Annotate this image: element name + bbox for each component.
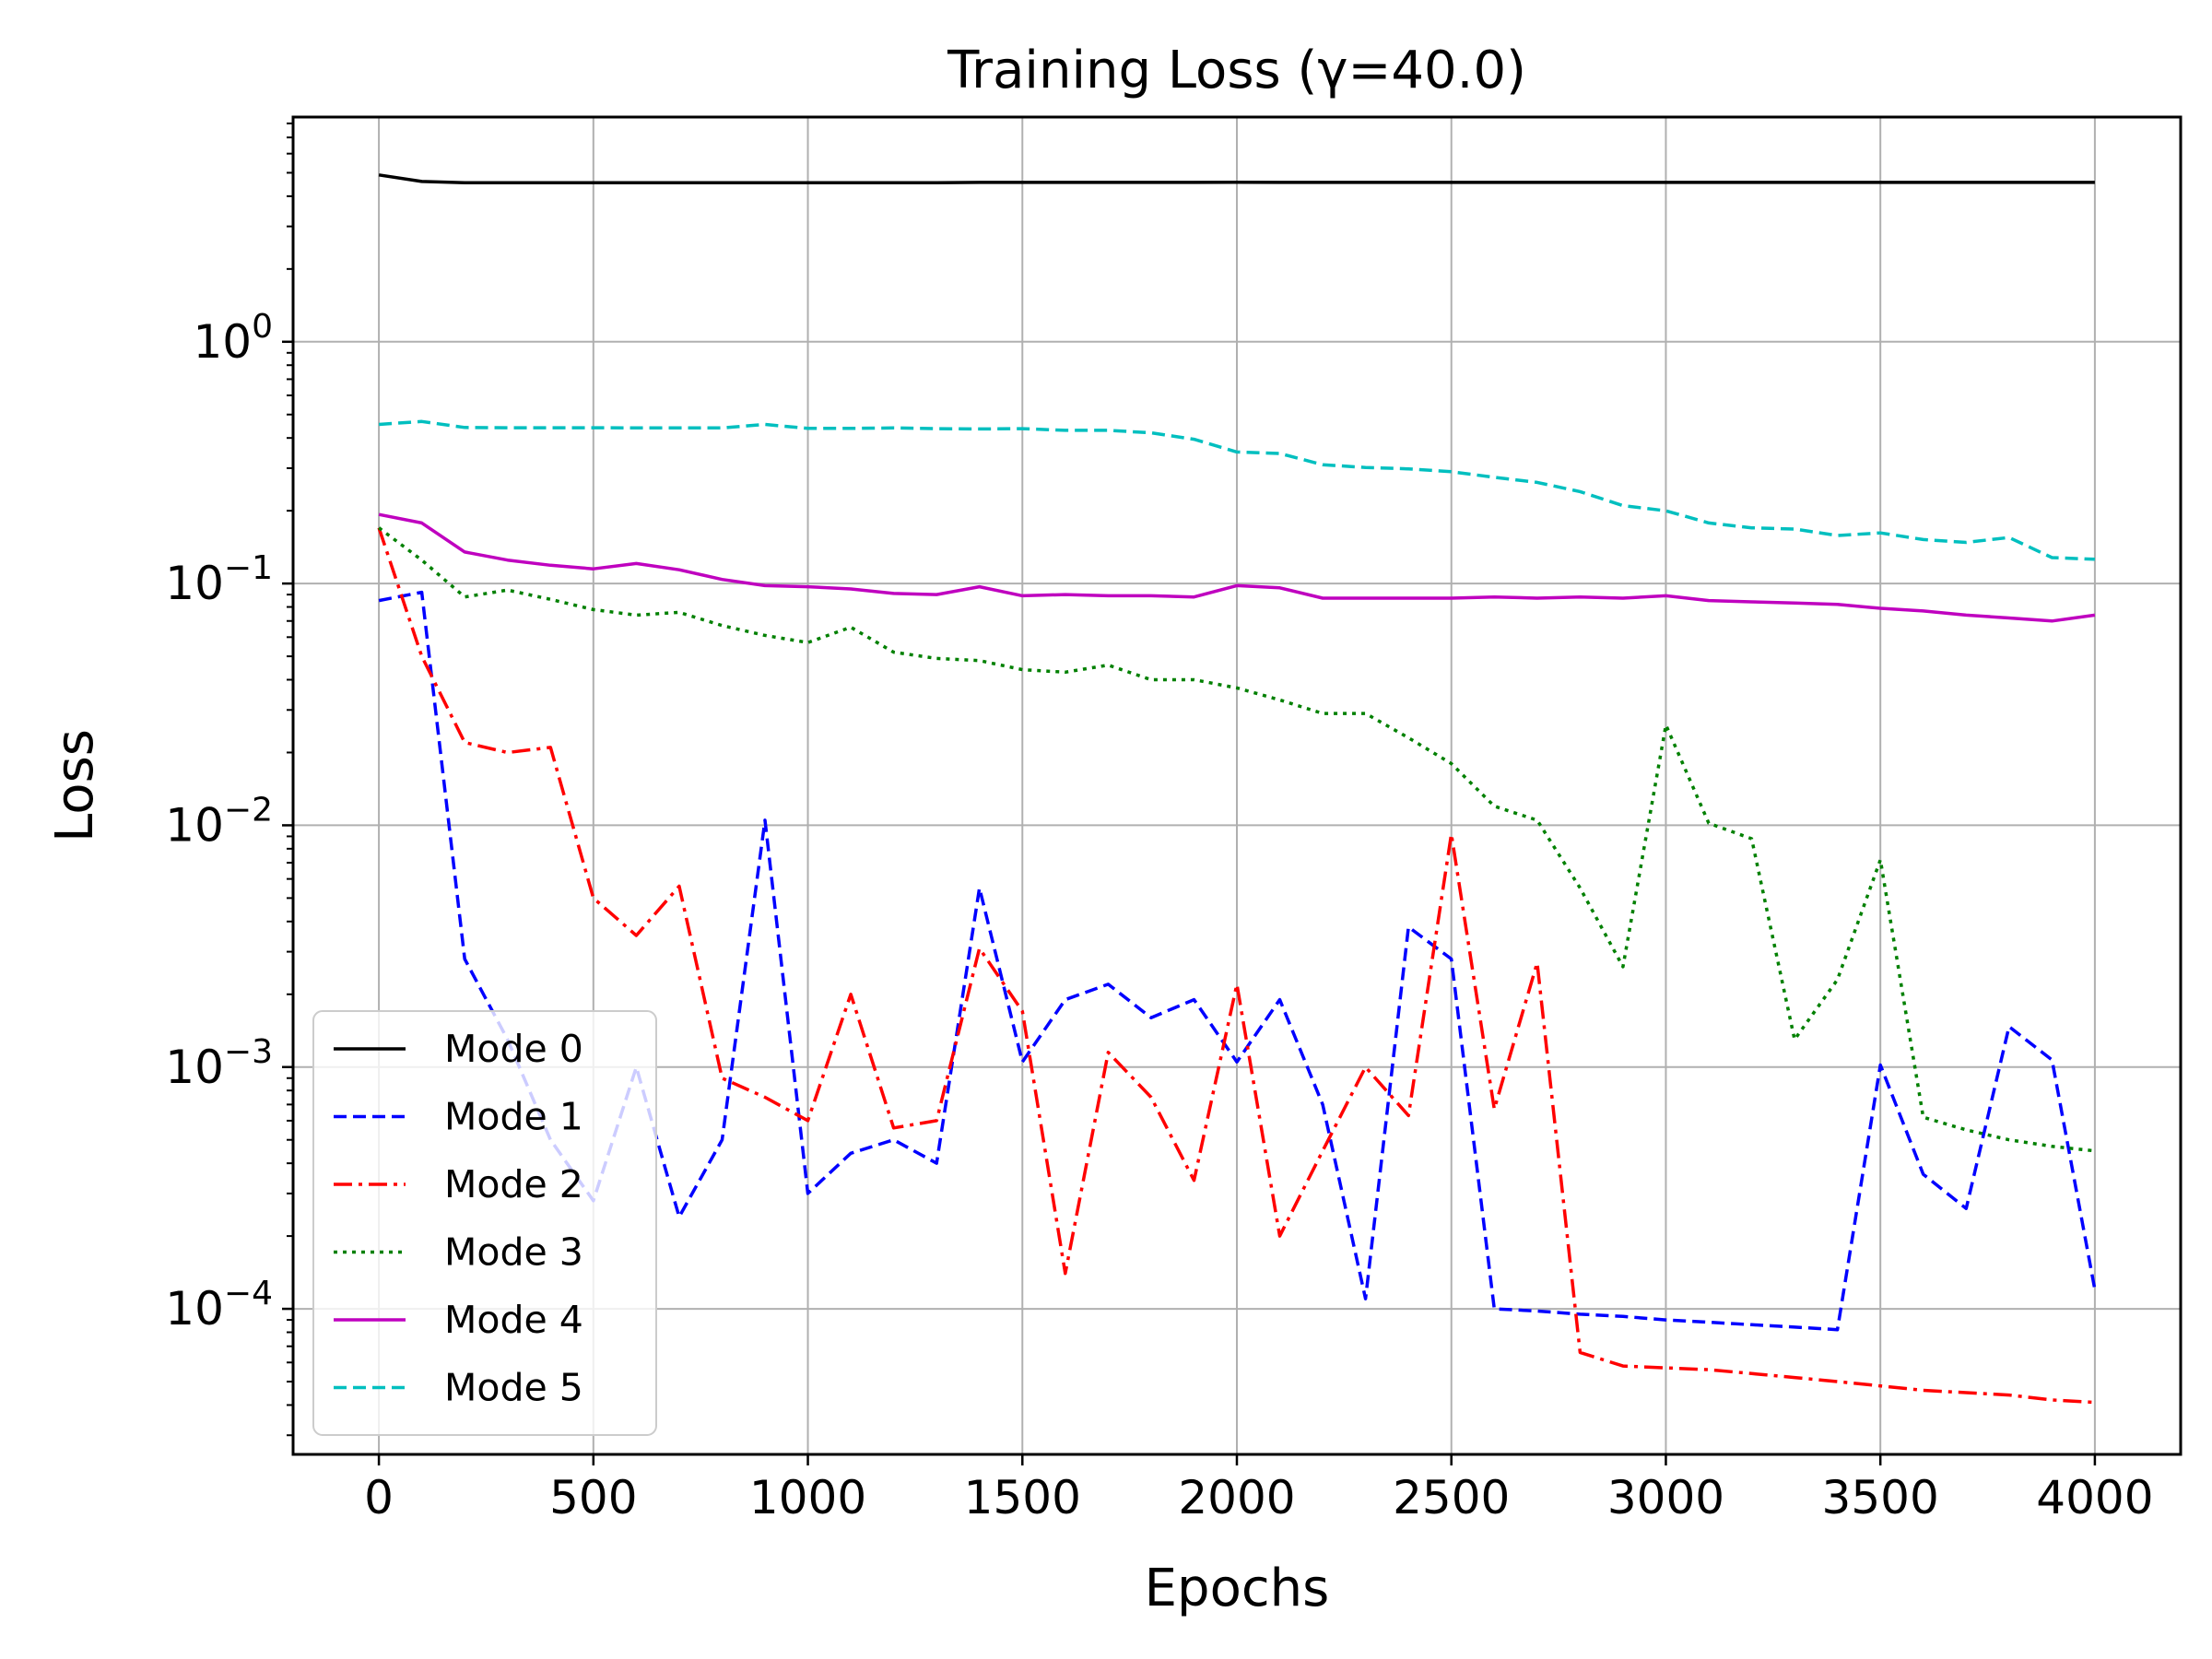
y-tick-label: 10−3 [165,1033,273,1094]
x-axis-label: Epochs [1145,1559,1330,1618]
x-tick-label: 500 [549,1471,637,1524]
series-line-mode-5 [378,419,2095,561]
series-line-mode-3 [378,526,2096,1153]
legend-label: Mode 5 [444,1366,583,1410]
x-tick-label: 1500 [964,1471,1081,1524]
x-tick-label: 4000 [2036,1471,2153,1524]
legend-label: Mode 4 [444,1298,583,1342]
chart-title: Training Loss (γ=40.0) [947,41,1526,100]
legend-label: Mode 0 [444,1027,583,1071]
x-tick-label: 0 [364,1471,394,1524]
y-tick-label: 10−1 [165,549,273,610]
y-tick-label: 10−2 [165,791,273,852]
legend-label: Mode 1 [444,1095,583,1139]
x-tick-label: 1000 [749,1471,866,1524]
y-axis-label: Loss [45,729,105,842]
x-tick-label: 3000 [1607,1471,1724,1524]
legend-label: Mode 3 [444,1230,583,1275]
grid-lines [293,117,2181,1454]
legend-label: Mode 2 [444,1162,583,1206]
series-line-mode-1 [378,590,2097,1332]
axis-ticks: 0 500 1000 1500 2000 2500 3000 3500 4000 100 10−1 1… [165,122,2154,1524]
series-line-mode-4 [378,512,2096,623]
legend: Mode 0 Mode 1 Mode 2 Mode 3 Mode 4 Mode 5 [312,1010,657,1436]
x-tick-label: 2000 [1178,1471,1295,1524]
x-tick-label: 2500 [1393,1471,1510,1524]
series-line-mode-0 [378,173,2095,184]
series-line-mode-2 [377,527,2096,1405]
y-tick-label: 10−4 [165,1275,273,1335]
x-tick-label: 3500 [1822,1471,1939,1524]
y-tick-label: 100 [193,308,273,369]
data-series [377,173,2097,1405]
